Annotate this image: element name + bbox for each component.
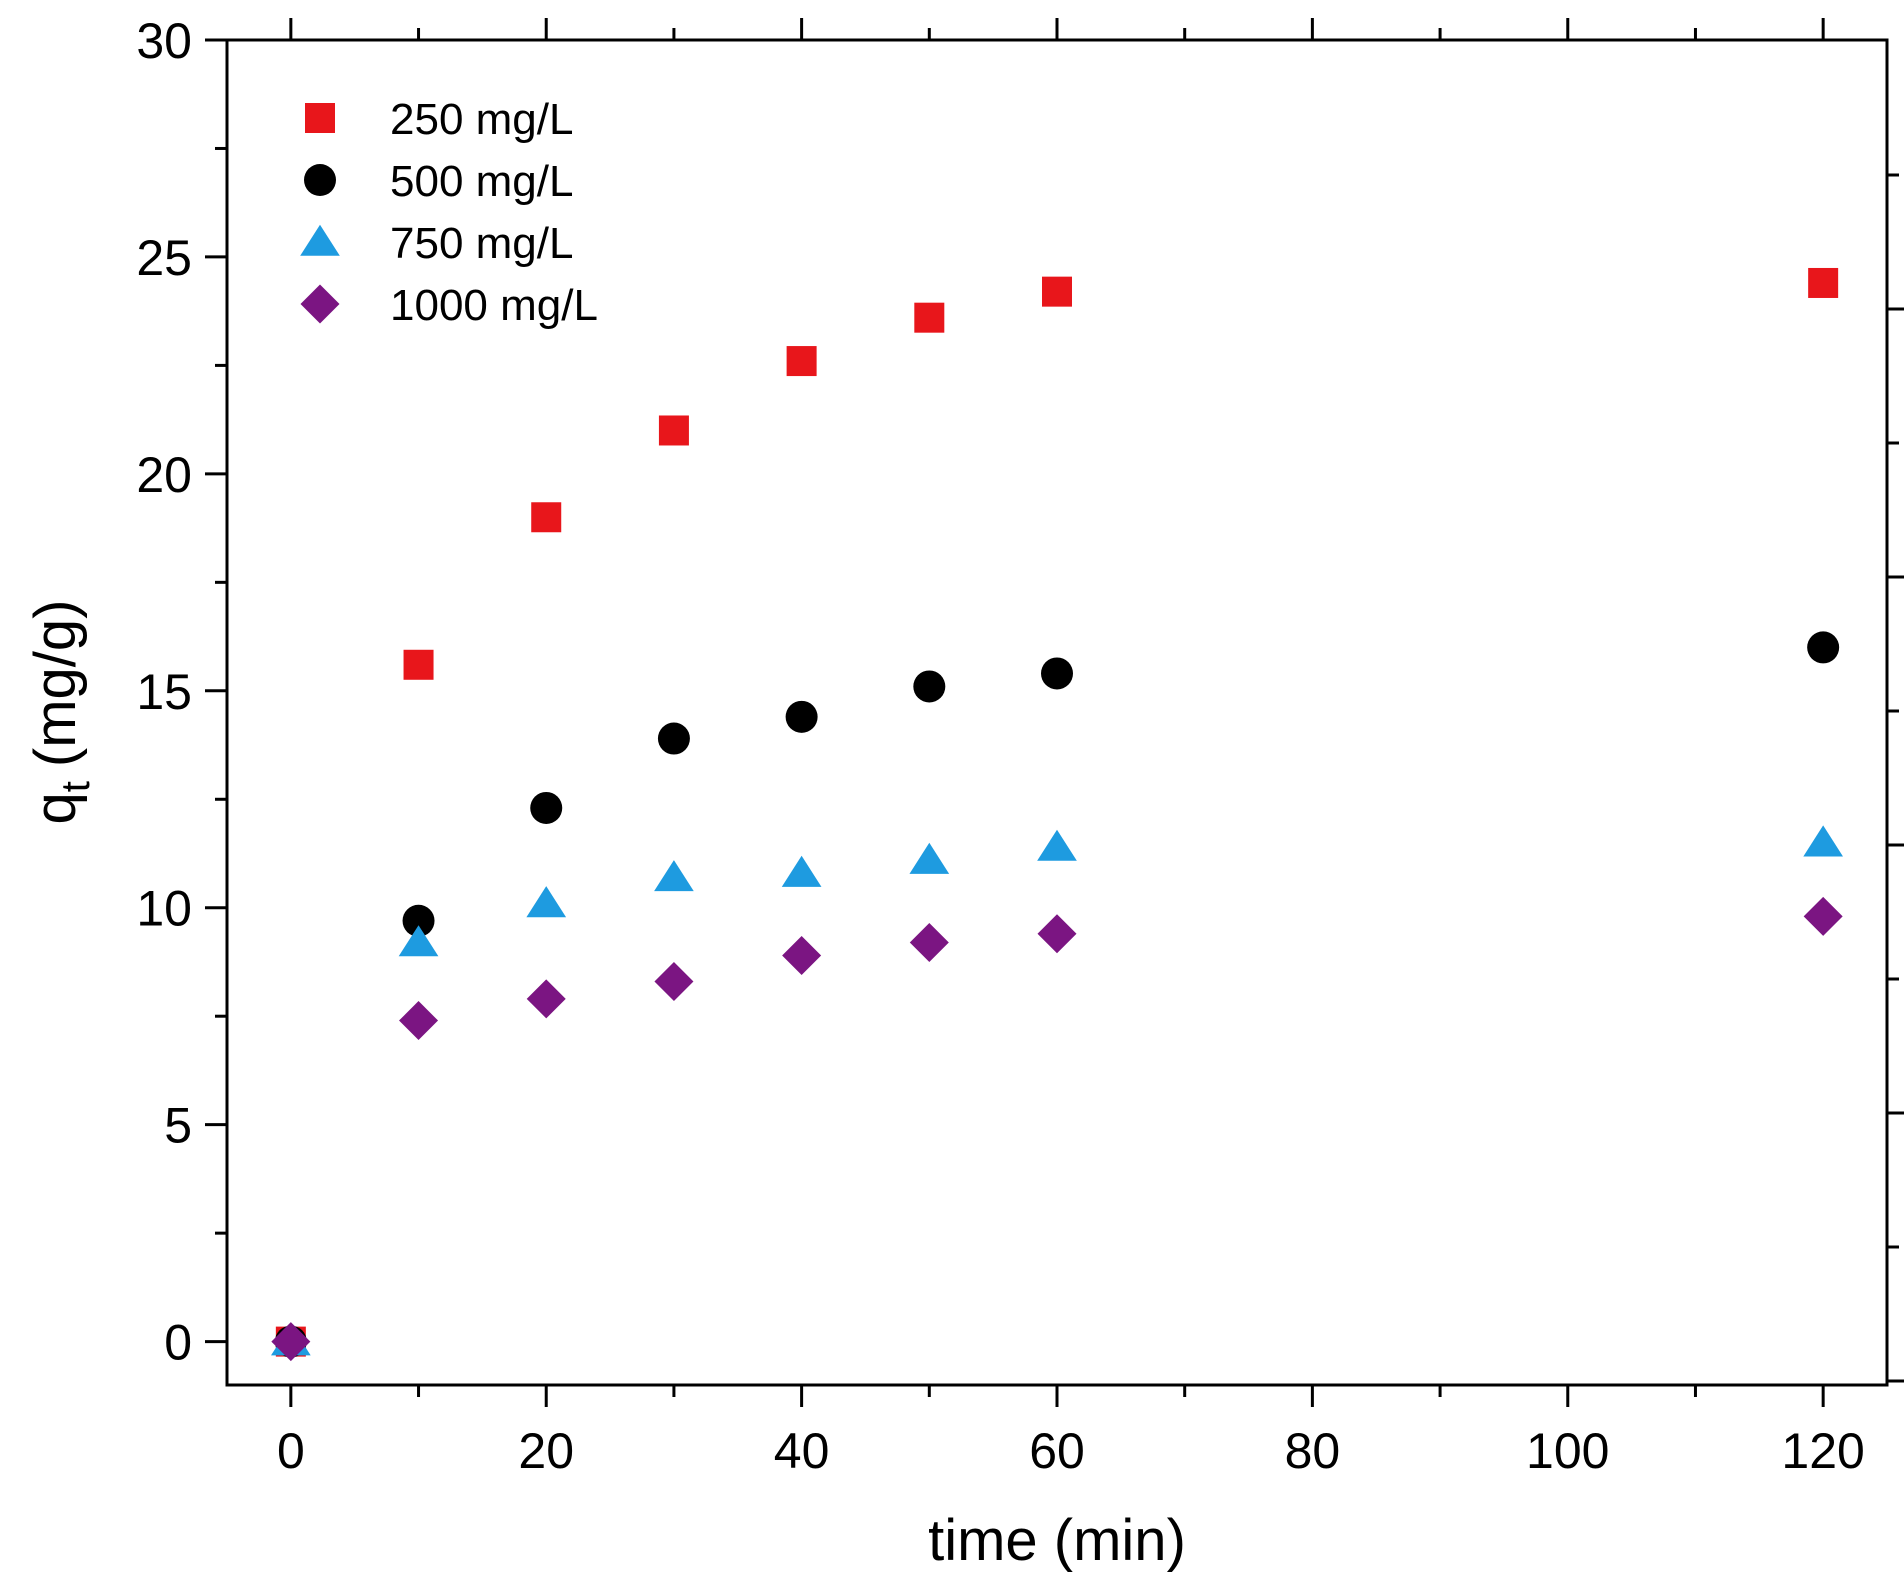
data-point-triangle: [909, 842, 950, 874]
data-point-triangle: [781, 855, 822, 887]
x-tick-label: 80: [1285, 1423, 1341, 1479]
data-point-diamond: [1803, 896, 1843, 936]
data-point-square: [403, 649, 434, 680]
data-point-circle: [1041, 657, 1073, 690]
data-point-diamond: [909, 922, 949, 962]
legend-label: 500 mg/L: [390, 157, 573, 206]
data-point-triangle: [1803, 825, 1843, 857]
data-point-diamond: [399, 1001, 439, 1041]
y-axis-title: qt (mg/g): [23, 600, 98, 825]
y-tick-label: 5: [164, 1098, 192, 1154]
x-tick-label: 100: [1526, 1423, 1609, 1479]
y-tick-label: 15: [136, 664, 192, 720]
series-250-mg-l: [275, 267, 1839, 1357]
x-tick-label: 60: [1029, 1423, 1085, 1479]
legend: 250 mg/L 500 mg/L 750 mg/L 1000 mg/L: [300, 95, 598, 330]
x-tick-label: 0: [277, 1423, 305, 1479]
data-point-square: [1808, 267, 1839, 298]
data-point-circle: [530, 791, 563, 824]
data-point-circle: [913, 670, 946, 703]
data-point-square: [531, 502, 562, 533]
x-tick-label: 120: [1781, 1423, 1864, 1479]
y-axis-title-units: (mg/g): [23, 600, 88, 768]
data-point-triangle: [398, 925, 439, 957]
x-axis-title: time (min): [928, 1508, 1186, 1573]
data-point-square: [786, 346, 817, 377]
series-500-mg-l: [274, 631, 1840, 1358]
data-point-square: [1042, 276, 1072, 307]
series-750-mg-l: [271, 825, 1843, 1356]
data-point-circle: [785, 700, 818, 733]
y-tick-label: 10: [136, 881, 192, 937]
ticks-layer: 0 20 40 60 80 100 120 0 5 10 15 20 25 30: [136, 13, 1904, 1479]
legend-marker-triangle: [300, 224, 340, 256]
data-point-circle: [657, 722, 690, 755]
data-point-circle: [1807, 631, 1840, 664]
y-tick-label: 25: [136, 230, 192, 286]
data-point-diamond: [526, 979, 566, 1019]
data-point-diamond: [271, 1322, 311, 1362]
legend-marker-circle: [304, 164, 336, 196]
x-tick-label: 20: [518, 1423, 574, 1479]
data-point-diamond: [654, 962, 694, 1001]
data-point-circle: [402, 904, 435, 937]
legend-marker-diamond: [300, 284, 340, 324]
data-point-diamond: [1037, 914, 1077, 954]
y-tick-label: 20: [136, 447, 192, 503]
data-point-square: [658, 415, 689, 446]
legend-label: 1000 mg/L: [390, 281, 598, 330]
data-point-square: [914, 302, 945, 333]
y-axis-title-symbol: q: [23, 792, 88, 824]
legend-label: 250 mg/L: [390, 95, 573, 144]
data-point-triangle: [1037, 829, 1077, 861]
series-1000-mg-l: [271, 896, 1843, 1362]
legend-marker-square: [305, 103, 335, 133]
legend-label: 750 mg/L: [390, 219, 573, 268]
y-tick-label: 30: [136, 13, 192, 69]
y-tick-label: 0: [164, 1315, 192, 1371]
data-point-diamond: [782, 935, 822, 975]
y-axis-title-subscript: t: [54, 781, 98, 792]
marks-layer: [271, 267, 1843, 1362]
data-point-triangle: [654, 860, 694, 892]
data-point-triangle: [526, 886, 567, 918]
x-tick-label: 40: [774, 1423, 830, 1479]
